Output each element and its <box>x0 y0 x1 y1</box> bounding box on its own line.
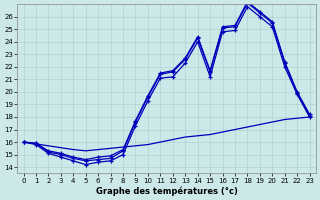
X-axis label: Graphe des températures (°c): Graphe des températures (°c) <box>96 186 237 196</box>
